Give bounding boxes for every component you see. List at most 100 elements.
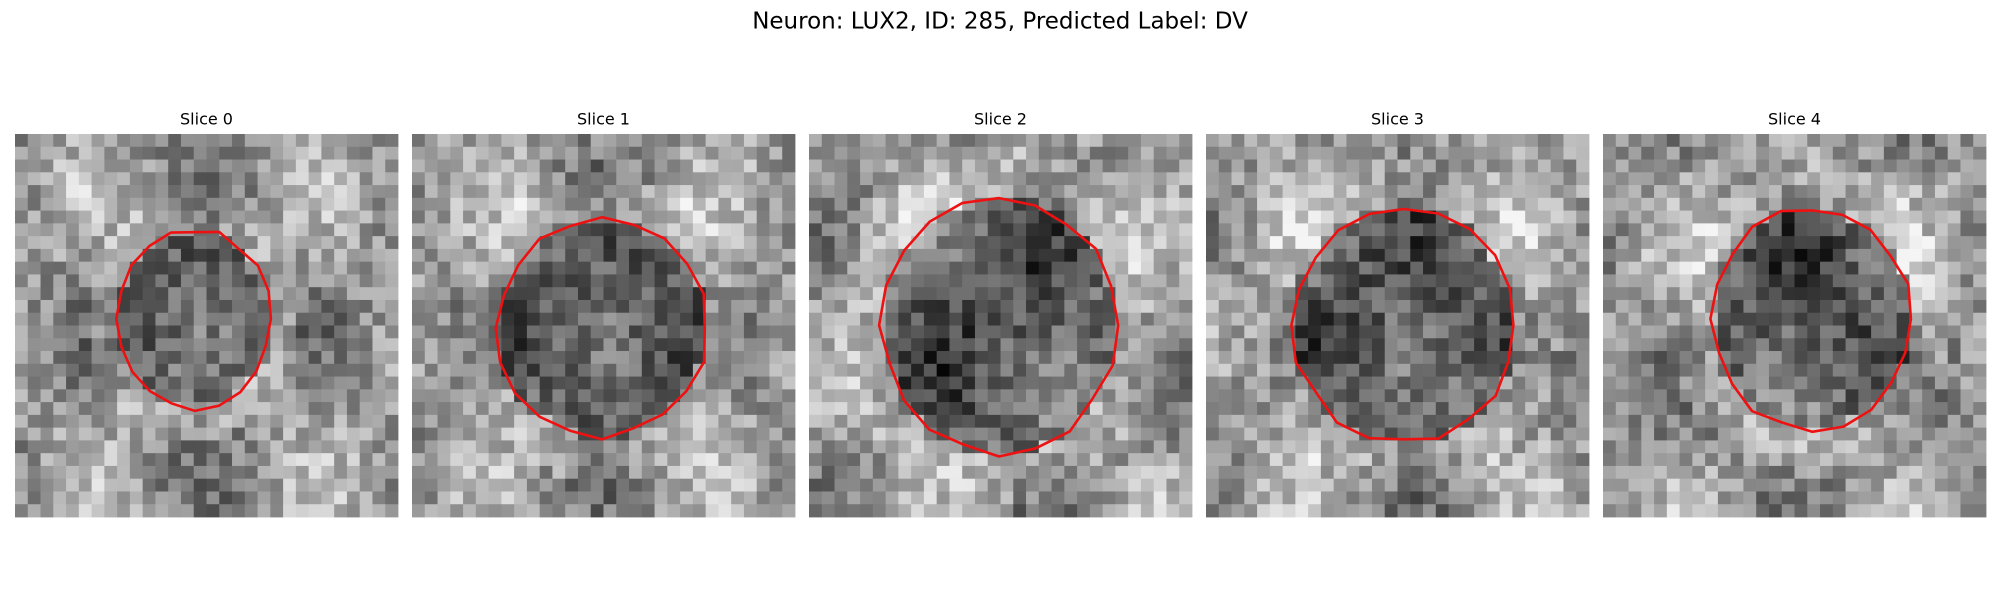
pixel xyxy=(705,299,719,314)
pixel xyxy=(412,338,426,352)
pixel xyxy=(731,491,745,505)
pixel xyxy=(974,363,989,377)
pixel xyxy=(1858,389,1872,403)
pixel xyxy=(847,427,861,441)
pixel xyxy=(834,146,848,160)
pixel xyxy=(129,236,144,250)
pixel xyxy=(168,440,182,454)
pixel xyxy=(1947,261,1961,275)
pixel xyxy=(1641,274,1655,288)
pixel xyxy=(821,427,835,441)
pixel xyxy=(1768,389,1783,403)
pixel xyxy=(1934,299,1949,314)
pixel xyxy=(1563,146,1577,160)
pixel xyxy=(1474,261,1488,275)
pixel xyxy=(1922,363,1936,377)
pixel xyxy=(1013,427,1027,441)
pixel xyxy=(117,312,131,326)
pixel xyxy=(1743,185,1757,199)
pixel xyxy=(1679,134,1693,148)
pixel xyxy=(1371,274,1386,288)
pixel xyxy=(923,478,938,492)
pixel xyxy=(603,491,617,505)
pixel xyxy=(718,299,732,314)
pixel xyxy=(552,236,566,250)
pixel xyxy=(1781,453,1795,467)
pixel xyxy=(1768,248,1783,263)
pixel xyxy=(821,504,835,518)
pixel xyxy=(257,465,271,480)
pixel xyxy=(949,465,963,480)
pixel xyxy=(1947,274,1961,288)
pixel xyxy=(1960,491,1974,505)
pixel xyxy=(1166,465,1180,480)
pixel xyxy=(1807,414,1821,429)
pixel xyxy=(705,453,719,467)
pixel xyxy=(91,236,105,250)
pixel xyxy=(1499,197,1513,211)
pixel xyxy=(1628,465,1642,480)
pixel xyxy=(680,223,694,237)
pixel xyxy=(78,299,92,314)
pixel xyxy=(603,312,617,326)
pixel xyxy=(1140,338,1155,352)
pixel xyxy=(1654,478,1668,492)
pixel xyxy=(705,402,719,416)
pixel xyxy=(385,185,399,199)
pixel xyxy=(680,274,694,288)
pixel xyxy=(1384,465,1398,480)
pixel xyxy=(641,478,655,492)
pixel xyxy=(475,440,489,454)
pixel xyxy=(1166,440,1180,454)
pixel xyxy=(692,210,707,224)
pixel xyxy=(949,402,963,416)
pixel xyxy=(1666,185,1680,199)
pixel xyxy=(501,299,515,314)
pixel xyxy=(923,440,938,454)
pixel xyxy=(1537,376,1552,390)
pixel xyxy=(769,274,783,288)
pixel xyxy=(552,453,566,467)
panel-title: Slice 0 xyxy=(180,110,233,129)
pixel xyxy=(1051,440,1065,454)
pixel xyxy=(155,402,169,416)
pixel xyxy=(78,414,92,429)
pixel xyxy=(1384,236,1398,250)
pixel xyxy=(1781,402,1795,416)
pixel xyxy=(1973,274,1987,288)
pixel xyxy=(66,389,80,403)
pixel xyxy=(514,325,528,339)
pixel xyxy=(1730,146,1744,160)
pixel xyxy=(552,159,566,173)
pixel xyxy=(104,236,118,250)
pixel xyxy=(565,478,579,492)
pixel xyxy=(1179,351,1193,365)
pixel xyxy=(1499,134,1513,148)
pixel xyxy=(974,223,989,237)
pixel xyxy=(270,478,284,492)
pixel xyxy=(117,236,131,250)
pixel xyxy=(526,274,541,288)
pixel xyxy=(872,389,886,403)
pixel xyxy=(1269,287,1283,301)
pixel xyxy=(15,453,29,467)
pixel xyxy=(1128,159,1142,173)
pixel xyxy=(1346,440,1360,454)
pixel xyxy=(1563,274,1577,288)
pixel xyxy=(603,376,617,390)
pixel xyxy=(1038,376,1052,390)
pixel xyxy=(295,491,310,505)
pixel xyxy=(1781,248,1795,263)
pixel xyxy=(974,287,989,301)
pixel xyxy=(974,465,989,480)
pixel xyxy=(756,146,770,160)
pixel xyxy=(616,312,630,326)
pixel xyxy=(1089,287,1104,301)
pixel xyxy=(219,261,233,275)
pixel xyxy=(1705,146,1719,160)
pixel xyxy=(15,146,29,160)
pixel xyxy=(809,299,823,314)
pixel xyxy=(40,414,54,429)
pixel xyxy=(1550,440,1564,454)
pixel xyxy=(949,146,963,160)
